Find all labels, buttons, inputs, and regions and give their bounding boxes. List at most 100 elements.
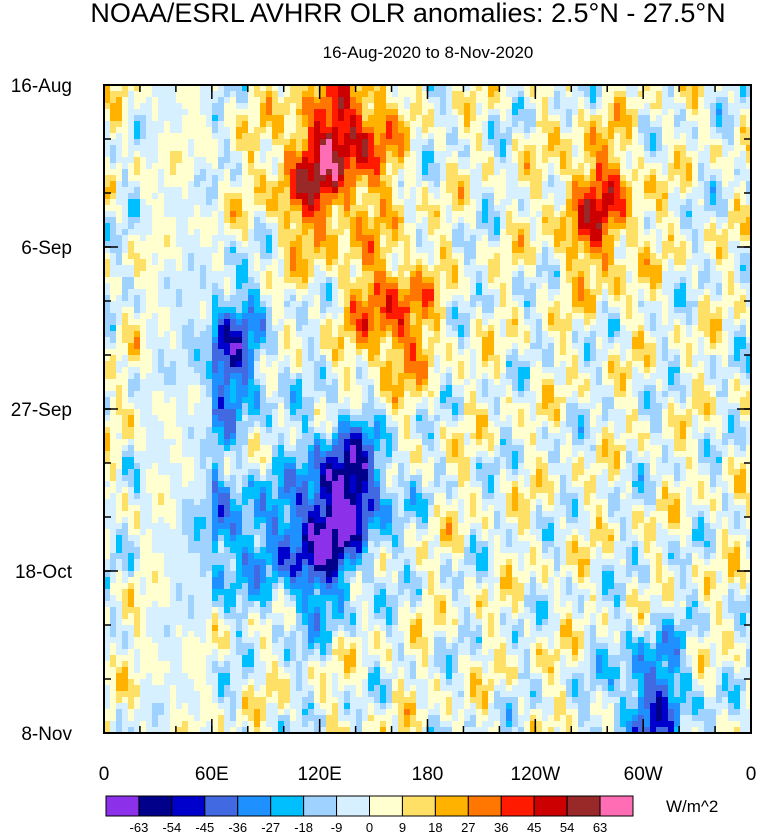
heatmap-cell — [584, 283, 590, 289]
heatmap-cell — [116, 85, 122, 91]
heatmap-cell — [578, 223, 584, 229]
heatmap-cell — [194, 319, 200, 325]
heatmap-cell — [326, 307, 332, 313]
heatmap-cell — [572, 157, 578, 163]
heatmap-cell — [200, 283, 206, 289]
heatmap-cell — [548, 241, 554, 247]
heatmap-cell — [230, 355, 236, 361]
heatmap-cell — [746, 283, 751, 289]
heatmap-cell — [338, 319, 344, 325]
heatmap-cell — [128, 337, 134, 343]
heatmap-cell — [164, 91, 170, 97]
heatmap-cell — [146, 319, 152, 325]
heatmap-cell — [266, 301, 272, 307]
heatmap-cell — [614, 133, 620, 139]
heatmap-cell — [644, 115, 650, 121]
heatmap-cell — [146, 301, 152, 307]
heatmap-cell — [314, 205, 320, 211]
heatmap-cell — [332, 301, 338, 307]
heatmap-cell — [320, 205, 326, 211]
heatmap-cell — [446, 355, 452, 361]
heatmap-cell — [716, 139, 722, 145]
heatmap-cell — [500, 145, 506, 151]
heatmap-cell — [650, 91, 656, 97]
heatmap-cell — [224, 235, 230, 241]
heatmap-cell — [212, 223, 218, 229]
heatmap-cell — [260, 91, 266, 97]
heatmap-cell — [692, 115, 698, 121]
heatmap-cell — [158, 271, 164, 277]
heatmap-cell — [548, 325, 554, 331]
heatmap-cell — [416, 205, 422, 211]
heatmap-cell — [716, 187, 722, 193]
heatmap-cell — [194, 103, 200, 109]
heatmap-cell — [248, 121, 254, 127]
heatmap-cell — [200, 229, 206, 235]
heatmap-cell — [176, 229, 182, 235]
heatmap-cell — [236, 283, 242, 289]
heatmap-cell — [458, 145, 464, 151]
heatmap-cell — [452, 115, 458, 121]
heatmap-cell — [470, 277, 476, 283]
heatmap-cell — [524, 307, 530, 313]
heatmap-cell — [152, 325, 158, 331]
heatmap-cell — [260, 115, 266, 121]
heatmap-cell — [188, 277, 194, 283]
heatmap-cell — [332, 277, 338, 283]
heatmap-cell — [182, 193, 188, 199]
heatmap-cell — [482, 247, 488, 253]
heatmap-cell — [422, 313, 428, 319]
chart-title: NOAA/ESRL AVHRR OLR anomalies: 2.5°N - 2… — [90, 0, 725, 28]
heatmap-cell — [152, 307, 158, 313]
heatmap-cell — [722, 235, 728, 241]
heatmap-cell — [170, 289, 176, 295]
heatmap-cell — [200, 301, 206, 307]
heatmap-cell — [206, 289, 212, 295]
heatmap-cell — [554, 229, 560, 235]
heatmap-cell — [446, 181, 452, 187]
heatmap-cell — [404, 103, 410, 109]
heatmap-cell — [560, 247, 566, 253]
heatmap-cell — [284, 241, 290, 247]
heatmap-cell — [212, 91, 218, 97]
heatmap-cell — [368, 211, 374, 217]
heatmap-cell — [200, 247, 206, 253]
heatmap-cell — [464, 301, 470, 307]
heatmap-cell — [392, 253, 398, 259]
heatmap-cell — [260, 157, 266, 163]
heatmap-cell — [200, 91, 206, 97]
heatmap-cell — [656, 151, 662, 157]
heatmap-cell — [248, 253, 254, 259]
heatmap-cell — [500, 163, 506, 169]
heatmap-cell — [722, 223, 728, 229]
heatmap-cell — [110, 85, 116, 91]
heatmap-cell — [530, 295, 536, 301]
heatmap-cell — [158, 265, 164, 271]
heatmap-cell — [596, 325, 602, 331]
heatmap-cell — [128, 289, 134, 295]
heatmap-cell — [290, 97, 296, 103]
heatmap-cell — [176, 265, 182, 271]
heatmap-cell — [476, 127, 482, 133]
heatmap-cell — [716, 151, 722, 157]
heatmap-cell — [194, 295, 200, 301]
heatmap-cell — [392, 337, 398, 343]
heatmap-cell — [404, 223, 410, 229]
heatmap-cell — [440, 307, 446, 313]
heatmap-cell — [200, 133, 206, 139]
heatmap-cell — [230, 277, 236, 283]
heatmap-cell — [452, 277, 458, 283]
heatmap-cell — [506, 199, 512, 205]
heatmap-cell — [560, 295, 566, 301]
heatmap-cell — [506, 121, 512, 127]
heatmap-cell — [620, 163, 626, 169]
heatmap-cell — [248, 223, 254, 229]
heatmap-cell — [362, 187, 368, 193]
heatmap-cell — [626, 259, 632, 265]
heatmap-cell — [296, 271, 302, 277]
heatmap-cell — [500, 133, 506, 139]
heatmap-cell — [440, 313, 446, 319]
heatmap-cell — [230, 289, 236, 295]
heatmap-cell — [398, 181, 404, 187]
heatmap-cell — [620, 85, 626, 91]
